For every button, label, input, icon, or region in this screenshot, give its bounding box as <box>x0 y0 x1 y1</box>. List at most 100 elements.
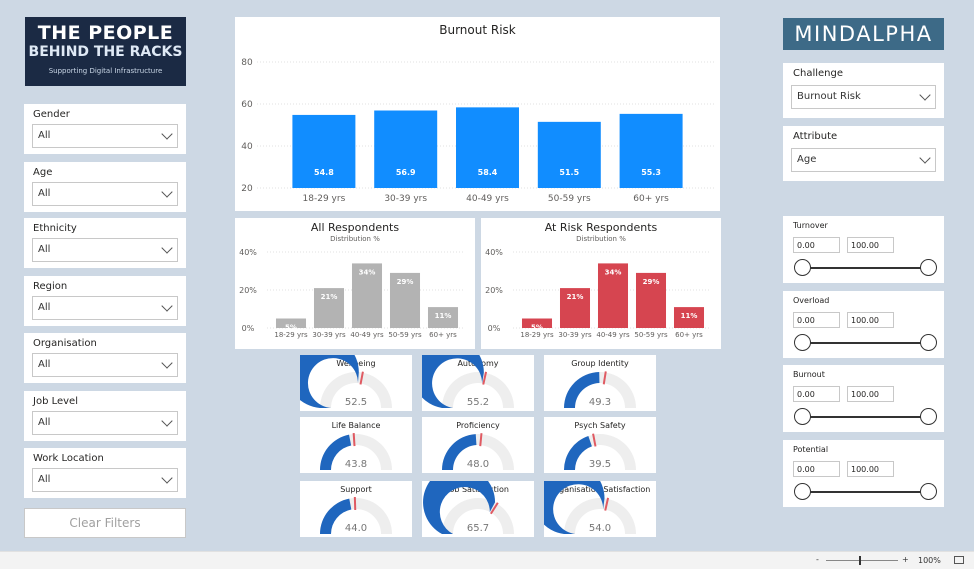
filter-dropdown[interactable]: All <box>32 296 178 320</box>
x-tick-label: 30-39 yrs <box>558 331 592 339</box>
data-label: 21% <box>567 293 584 301</box>
data-label: 29% <box>397 278 414 286</box>
data-label: 54.8 <box>314 168 334 177</box>
filter-label: Organisation <box>33 338 97 349</box>
data-label: 34% <box>605 268 622 276</box>
x-tick-label: 60+ yrs <box>429 331 457 339</box>
y-tick-label: 20 <box>241 184 253 194</box>
x-tick-label: 60+ yrs <box>633 194 669 204</box>
gauge-target-marker <box>354 433 355 446</box>
filter-dropdown[interactable]: All <box>32 182 178 206</box>
y-tick-label: 80 <box>241 58 253 68</box>
zoom-level: 100% <box>918 556 941 565</box>
chevron-down-icon <box>161 415 172 426</box>
range-label: Burnout <box>793 370 825 379</box>
filter-value: All <box>38 130 50 141</box>
gauge-value: 48.0 <box>467 459 489 470</box>
filter-label: Ethnicity <box>33 223 77 234</box>
range-track[interactable] <box>803 267 928 269</box>
filter-dropdown[interactable]: All <box>32 124 178 148</box>
filter-label: Gender <box>33 109 70 120</box>
zoom-out-button[interactable]: - <box>816 555 819 564</box>
range-max-handle[interactable] <box>920 408 937 425</box>
range-max-input[interactable]: 100.00 <box>847 461 894 477</box>
range-track[interactable] <box>803 416 928 418</box>
gauge-dial: 54.0 <box>544 481 656 537</box>
filter-slicer-3: Ethnicity All <box>24 218 186 268</box>
chevron-down-icon <box>161 128 172 139</box>
range-slicer-1: Turnover 0.00 100.00 <box>783 216 944 283</box>
range-min-input[interactable]: 0.00 <box>793 312 840 328</box>
filter-dropdown[interactable]: All <box>32 411 178 435</box>
range-max-input[interactable]: 100.00 <box>847 237 894 253</box>
filter-slicer-1: Gender All <box>24 104 186 154</box>
bar[interactable] <box>292 115 355 188</box>
gauge-2: Autonomy55.2 <box>422 355 534 411</box>
x-tick-label: 60+ yrs <box>675 331 703 339</box>
filter-value: All <box>38 474 50 485</box>
logo-line-1: THE PEOPLE <box>25 22 186 44</box>
fit-to-page-icon[interactable] <box>954 556 964 564</box>
data-label: 34% <box>359 268 376 276</box>
gauge-target-marker <box>480 433 481 446</box>
x-tick-label: 30-39 yrs <box>384 194 427 204</box>
zoom-slider-track[interactable] <box>826 560 898 561</box>
the-people-behind-the-racks-logo: THE PEOPLE BEHIND THE RACKS Supporting D… <box>25 17 186 86</box>
filter-dropdown[interactable]: All <box>32 238 178 262</box>
range-min-handle[interactable] <box>794 334 811 351</box>
gauge-value: 55.2 <box>467 397 489 408</box>
filter-slicer-5: Organisation All <box>24 333 186 383</box>
gauge-value: 54.0 <box>589 523 611 534</box>
logo-line-3: Supporting Digital Infrastructure <box>25 67 186 75</box>
filter-dropdown[interactable]: All <box>32 353 178 377</box>
gauge-dial: 65.7 <box>422 481 534 537</box>
data-label: 51.5 <box>559 168 579 177</box>
x-tick-label: 30-39 yrs <box>312 331 346 339</box>
data-label: 11% <box>435 312 452 320</box>
data-label: 56.9 <box>396 168 416 177</box>
range-max-handle[interactable] <box>920 259 937 276</box>
range-min-input[interactable]: 0.00 <box>793 461 840 477</box>
filter-label: Job Level <box>33 396 78 407</box>
gauge-dial: 39.5 <box>544 417 656 473</box>
range-max-input[interactable]: 100.00 <box>847 386 894 402</box>
filter-dropdown[interactable]: All <box>32 468 178 492</box>
y-tick-label: 40 <box>241 142 253 152</box>
zoom-slider-handle[interactable] <box>859 556 861 565</box>
all-respondents-chart: All Respondents Distribution % 40%20%0%5… <box>235 218 475 349</box>
range-min-handle[interactable] <box>794 408 811 425</box>
range-track[interactable] <box>803 342 928 344</box>
clear-filters-button[interactable]: Clear Filters <box>24 508 186 538</box>
range-max-handle[interactable] <box>920 483 937 500</box>
data-label: 21% <box>321 293 338 301</box>
gauge-fill <box>564 436 592 470</box>
range-max-input[interactable]: 100.00 <box>847 312 894 328</box>
filter-slicer-6: Job Level All <box>24 391 186 441</box>
x-tick-label: 40-49 yrs <box>350 331 384 339</box>
y-tick-label: 20% <box>239 286 257 295</box>
range-min-handle[interactable] <box>794 259 811 276</box>
range-min-handle[interactable] <box>794 483 811 500</box>
gauge-value: 52.5 <box>345 397 367 408</box>
attribute-value: Age <box>797 154 816 165</box>
range-min-input[interactable]: 0.00 <box>793 386 840 402</box>
attribute-dropdown[interactable]: Age <box>791 148 936 172</box>
bar[interactable] <box>538 122 601 188</box>
filter-value: All <box>38 302 50 313</box>
challenge-dropdown[interactable]: Burnout Risk <box>791 85 936 109</box>
range-track[interactable] <box>803 491 928 493</box>
zoom-in-button[interactable]: + <box>902 555 909 564</box>
range-max-handle[interactable] <box>920 334 937 351</box>
chevron-down-icon <box>161 357 172 368</box>
x-tick-label: 50-59 yrs <box>388 331 422 339</box>
y-tick-label: 60 <box>241 100 253 110</box>
gauge-value: 65.7 <box>467 523 489 534</box>
range-label: Turnover <box>793 221 828 230</box>
gauge-dial: 52.5 <box>300 355 412 411</box>
chevron-down-icon <box>161 300 172 311</box>
range-min-input[interactable]: 0.00 <box>793 237 840 253</box>
x-tick-label: 18-29 yrs <box>274 331 308 339</box>
